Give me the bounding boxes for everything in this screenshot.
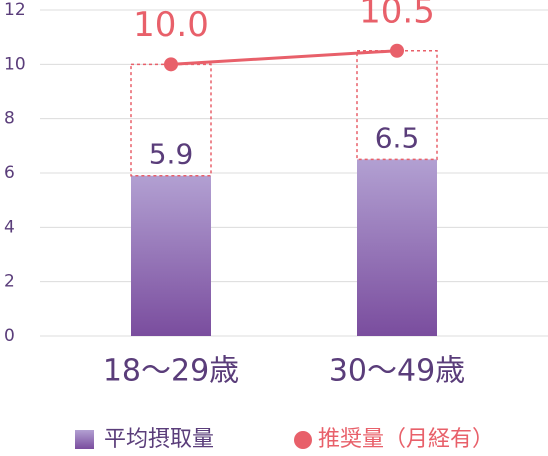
bar-value-label: 5.9 <box>149 138 194 171</box>
x-tick-label: 18～29歳 <box>103 354 239 389</box>
line-value-label: 10.5 <box>359 0 435 31</box>
bar <box>131 175 211 336</box>
y-tick-label: 12 <box>4 0 26 20</box>
x-tick-label: 30～49歳 <box>329 354 465 389</box>
y-tick-label: 4 <box>4 217 15 237</box>
y-tick-label: 8 <box>4 109 15 129</box>
bar-value-label: 6.5 <box>375 121 420 154</box>
y-tick-label: 10 <box>4 54 26 74</box>
y-tick-label: 6 <box>4 163 15 183</box>
line-value-label: 10.0 <box>133 5 209 45</box>
line <box>170 49 398 66</box>
bar <box>357 159 437 336</box>
legend-swatch <box>294 431 312 449</box>
legend-label: 平均摂取量 <box>104 427 214 452</box>
line-point <box>390 43 404 58</box>
gap-outline <box>356 50 438 161</box>
y-tick-label: 2 <box>4 272 15 292</box>
line-point <box>164 57 178 72</box>
y-tick-label: 0 <box>4 326 15 346</box>
legend-swatch <box>75 430 94 449</box>
legend-label: 推奨量（月経有） <box>318 427 494 452</box>
